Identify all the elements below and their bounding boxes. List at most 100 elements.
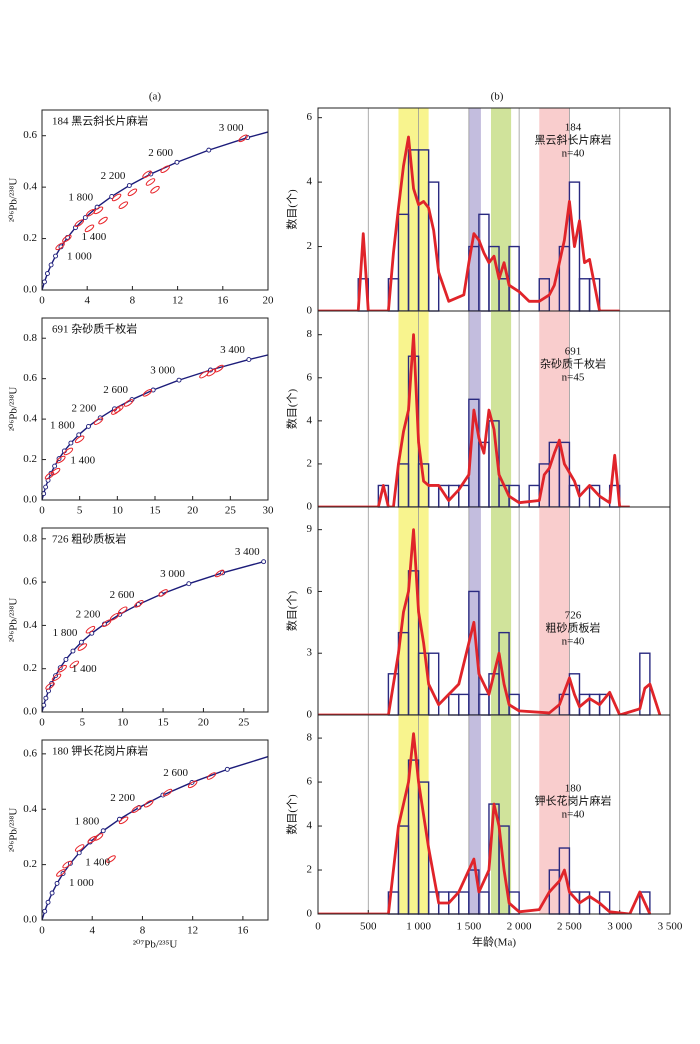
- analysis-ellipse: [134, 599, 144, 608]
- age-band: [539, 507, 570, 715]
- y-tick-label: 0.6: [23, 372, 37, 384]
- age-label: 1 400: [72, 663, 97, 675]
- age-marker: [206, 147, 212, 153]
- y-tick-label: 0.4: [23, 803, 37, 815]
- y-tick-label: 4: [307, 820, 313, 832]
- analysis-ellipse: [50, 467, 61, 476]
- analysis-ellipse: [206, 368, 217, 377]
- analysis-ellipse: [85, 625, 96, 634]
- analysis-ellipse: [142, 389, 153, 397]
- age-label: 2 600: [163, 767, 188, 779]
- plot-frame: [41, 317, 269, 501]
- age-marker: [174, 159, 180, 165]
- x-tick-label: 4: [89, 925, 95, 937]
- analysis-ellipse: [98, 216, 108, 225]
- sample-label: 黑云斜长片麻岩: [535, 133, 612, 147]
- y-axis-label: 数目(个): [286, 189, 299, 230]
- age-label: 1 800: [53, 627, 78, 639]
- sample-label: n=40: [562, 148, 585, 160]
- age-band: [468, 311, 481, 507]
- age-marker: [43, 484, 49, 490]
- age-marker: [176, 377, 182, 383]
- y-tick-label: 3: [307, 647, 313, 659]
- x-tick-label: 0: [39, 925, 45, 937]
- y-axis-label: 数目(个): [286, 794, 299, 835]
- x-tick-label: 10: [112, 505, 124, 517]
- age-marker: [186, 581, 192, 587]
- age-marker: [44, 271, 50, 276]
- y-tick-label: 0: [307, 501, 313, 513]
- plot-frame: [41, 739, 269, 921]
- age-band: [539, 715, 570, 914]
- analysis-ellipse: [51, 673, 62, 682]
- age-label: 2 600: [148, 147, 173, 159]
- y-axis-label: ²⁰⁶Pb/²³⁸U: [8, 178, 20, 223]
- analysis-ellipse: [55, 242, 65, 251]
- x-tick-label: 0: [39, 295, 45, 307]
- age-label: 2 600: [110, 589, 135, 601]
- age-label: 2 200: [101, 170, 126, 182]
- age-marker: [70, 648, 76, 654]
- age-marker: [63, 657, 69, 662]
- x-tick-label: 2 500: [557, 921, 582, 933]
- x-tick-label: 5: [80, 717, 86, 729]
- panel-title: (b): [491, 91, 504, 103]
- y-tick-label: 0.0: [23, 494, 37, 506]
- x-tick-label: 8: [140, 925, 146, 937]
- analysis-ellipse: [158, 589, 168, 597]
- y-tick-label: 0.2: [23, 858, 37, 870]
- sample-label: 180 钾长花岗片麻岩: [52, 744, 148, 758]
- age-marker: [76, 432, 82, 438]
- analysis-ellipse: [93, 833, 104, 841]
- x-tick-label: 12: [172, 295, 183, 307]
- age-label: 2 200: [71, 402, 96, 414]
- x-tick-label: 500: [360, 921, 377, 933]
- x-tick-label: 15: [150, 505, 162, 517]
- sample-label: 726: [565, 610, 582, 622]
- analysis-ellipse: [87, 835, 97, 844]
- analysis-ellipse: [69, 660, 80, 669]
- age-marker: [45, 899, 51, 905]
- age-marker: [52, 463, 58, 469]
- x-axis-label: ²⁰⁷Pb/²³⁵U: [133, 939, 178, 951]
- sample-label: n=45: [562, 372, 585, 384]
- age-label: 3 000: [150, 365, 175, 377]
- histogram-bar: [448, 693, 460, 716]
- analysis-ellipse: [150, 185, 160, 194]
- analysis-ellipse: [199, 370, 209, 379]
- analysis-ellipse: [118, 816, 129, 825]
- y-tick-label: 0.2: [23, 232, 37, 244]
- age-label: 1 400: [70, 454, 95, 466]
- age-marker: [82, 215, 88, 221]
- age-marker: [261, 559, 267, 565]
- analysis-ellipse: [56, 455, 66, 464]
- age-marker: [53, 253, 58, 259]
- analysis-ellipse: [56, 869, 66, 877]
- age-marker: [42, 279, 47, 285]
- y-axis-label: ²⁰⁶Pb/²³⁸U: [8, 387, 20, 432]
- y-tick-label: 0.0: [23, 706, 37, 718]
- analysis-ellipse: [162, 788, 173, 797]
- y-axis-label: ²⁰⁶Pb/²³⁸U: [8, 598, 20, 643]
- age-marker: [117, 816, 122, 822]
- x-tick-label: 20: [198, 717, 210, 729]
- density-curve: [318, 135, 620, 311]
- x-tick-label: 12: [187, 925, 198, 937]
- x-tick-label: 16: [237, 925, 249, 937]
- histogram-bar: [427, 181, 440, 312]
- sample-label: 184 黑云斜长片麻岩: [52, 114, 148, 128]
- sample-label: 钾长花岗片麻岩: [535, 794, 612, 808]
- histogram-bar: [427, 484, 440, 508]
- age-label: 1 800: [74, 815, 99, 827]
- plot-frame: [41, 527, 269, 713]
- analysis-ellipse: [143, 799, 154, 808]
- analysis-ellipse: [77, 643, 88, 651]
- x-tick-label: 25: [225, 505, 237, 517]
- age-marker: [43, 695, 49, 701]
- analysis-ellipse: [131, 805, 141, 814]
- x-tick-label: 25: [238, 717, 250, 729]
- age-band: [490, 507, 512, 715]
- y-axis-label: 数目(个): [286, 591, 299, 632]
- age-marker: [78, 639, 84, 645]
- analysis-ellipse: [127, 188, 138, 197]
